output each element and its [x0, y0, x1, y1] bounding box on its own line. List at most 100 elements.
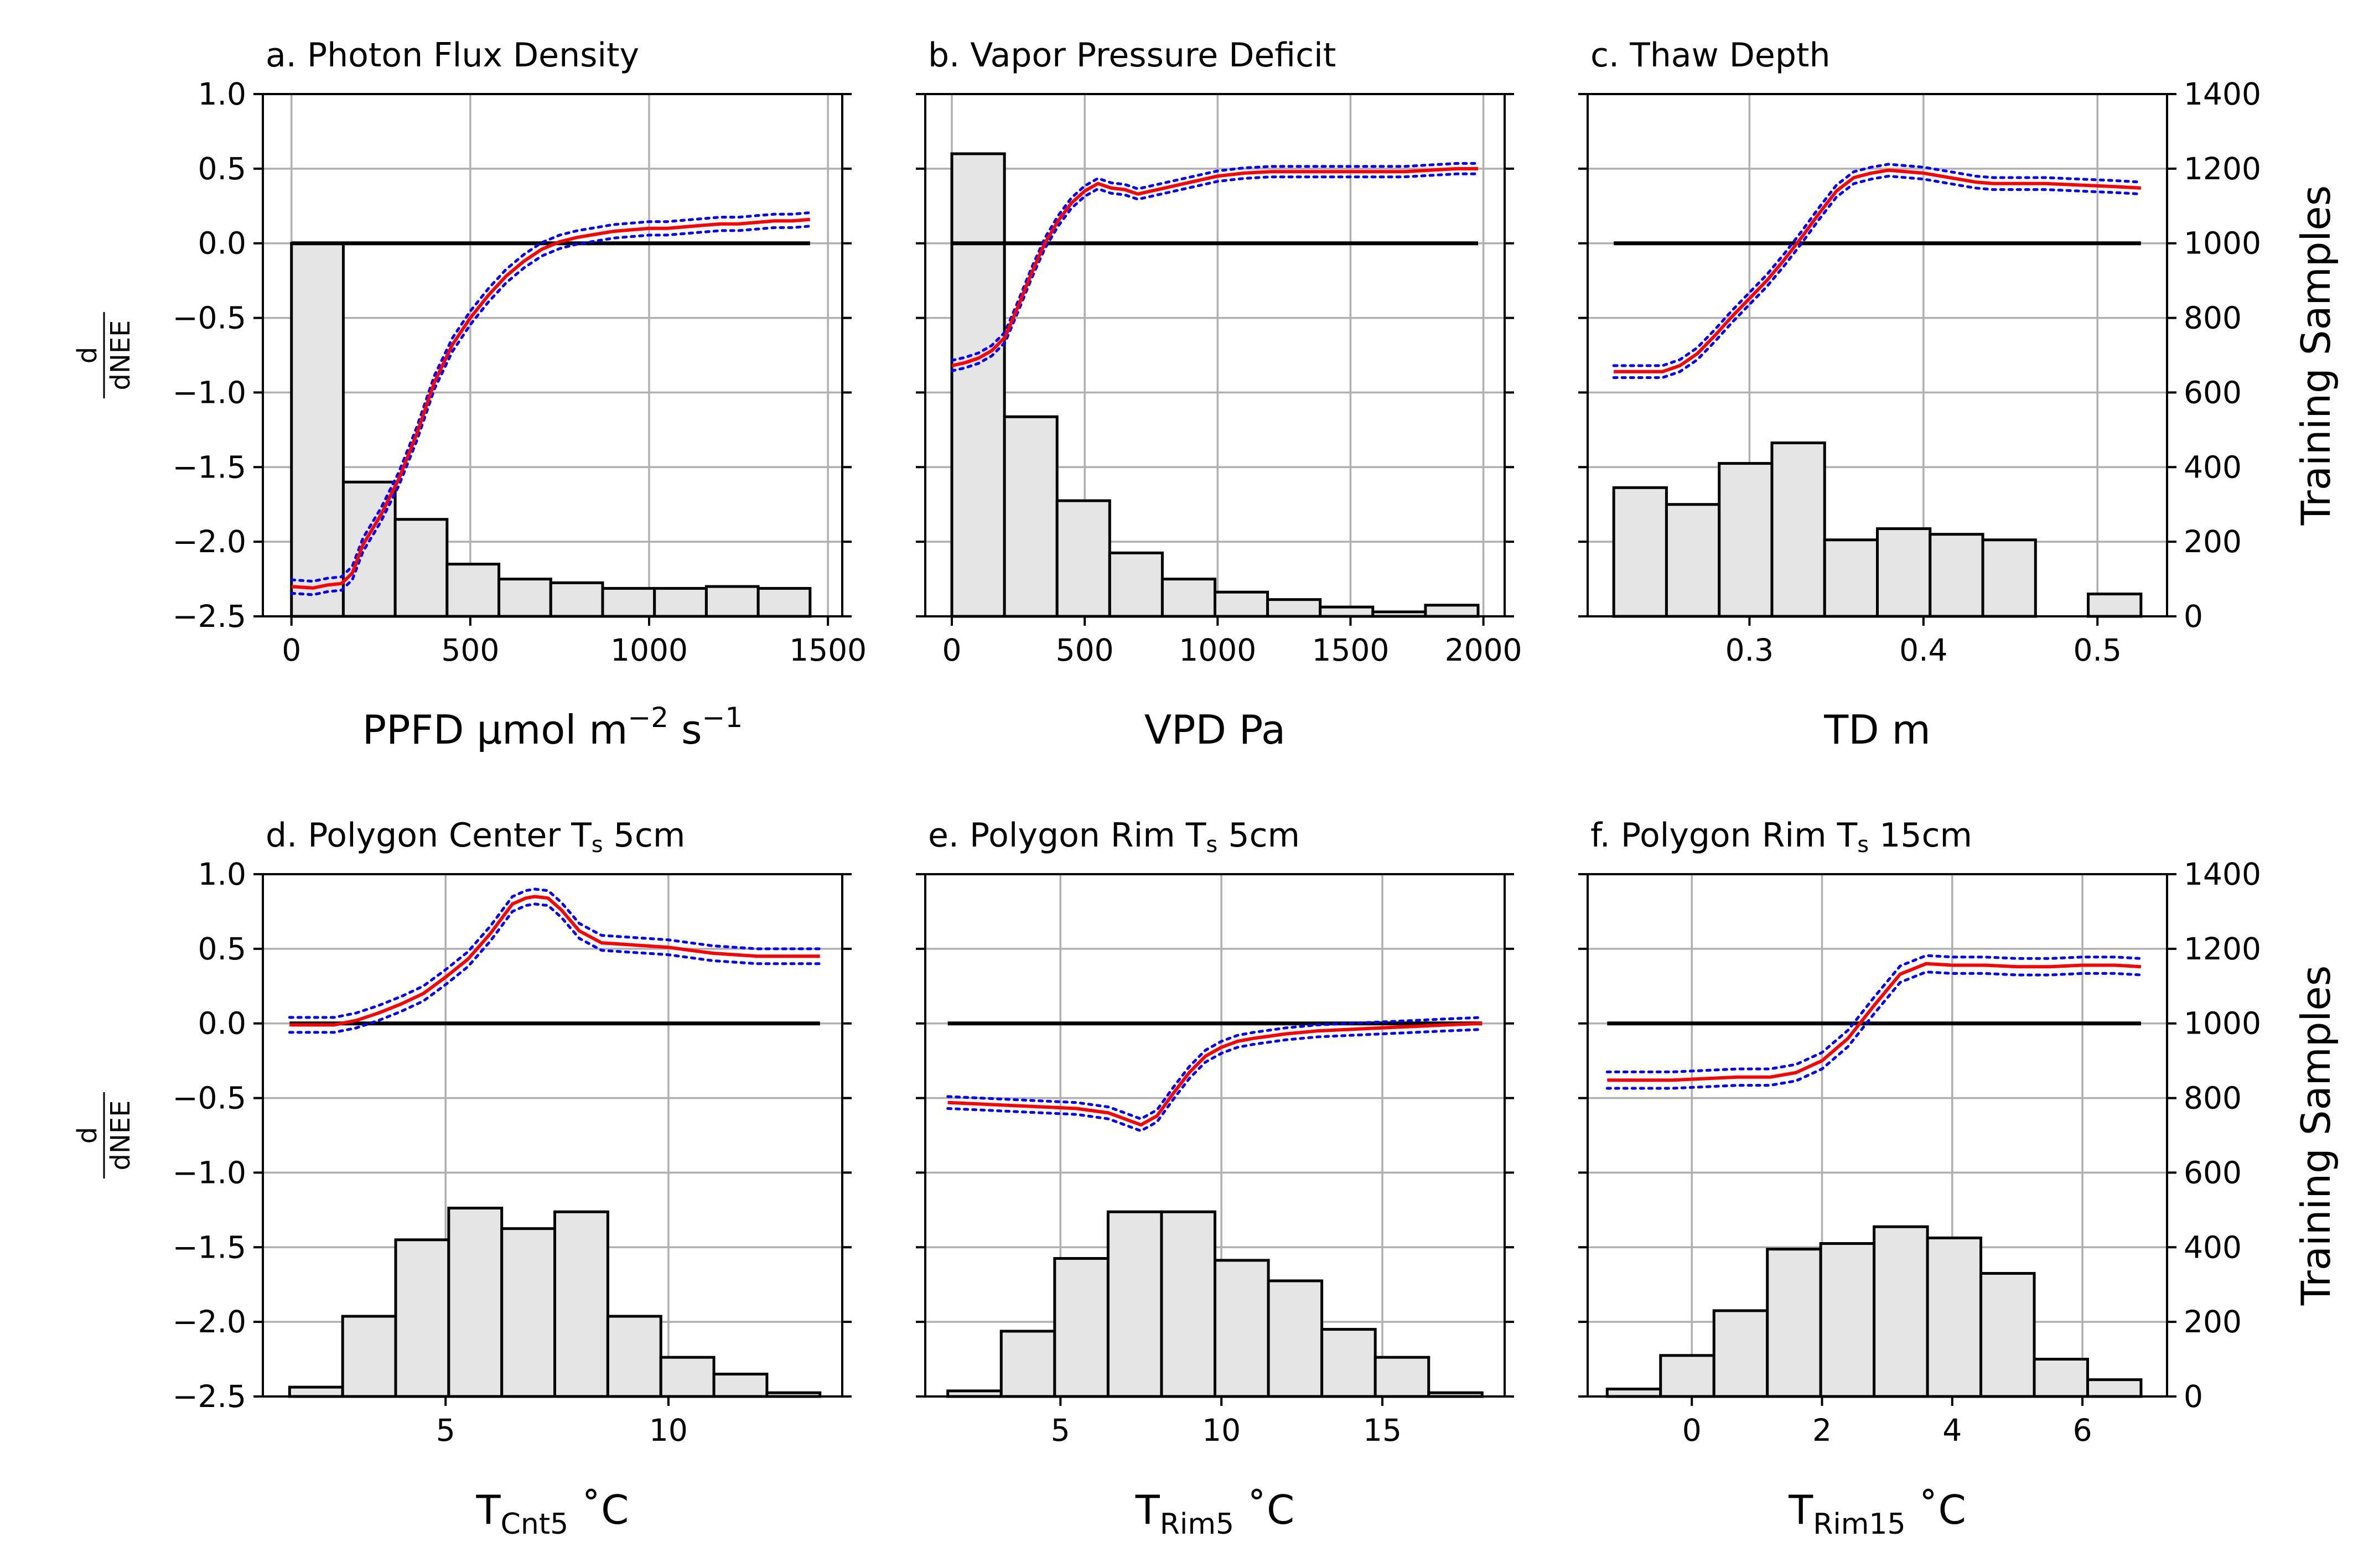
x-axis-label: TRim15 ˚C — [1788, 1487, 1966, 1541]
response-lines — [1605, 954, 2143, 1090]
ci-upper-line — [288, 887, 822, 1019]
histogram — [288, 1206, 822, 1398]
response-lines — [946, 1016, 1484, 1133]
ticks — [1578, 93, 2176, 626]
y-tick-label-right: 1200 — [2184, 931, 2261, 967]
x-tick-label: 1500 — [1312, 632, 1389, 668]
x-tick-label: 0.4 — [1899, 632, 1947, 668]
x-tick-label: 0.5 — [2073, 632, 2121, 668]
y-tick-label-right: 600 — [2184, 375, 2242, 410]
y-tick-label-right: 400 — [2184, 449, 2242, 485]
y-tick-label-left: −1.5 — [172, 449, 246, 485]
y-tick-label-right: 0 — [2184, 1379, 2203, 1414]
ci-upper-line — [946, 1016, 1484, 1121]
histogram-bar — [1876, 527, 1932, 618]
panel-e: 5 10 15 e. Polygon Rim Ts 5cm TRim5 ˚C — [916, 816, 1514, 1541]
histogram-bar — [1160, 1210, 1217, 1398]
histogram-bar — [1766, 1248, 1822, 1398]
histogram-bar — [1053, 1257, 1110, 1398]
x-tick-label: 500 — [1056, 632, 1114, 668]
histogram-bar — [999, 1330, 1056, 1398]
x-tick-label: 1000 — [610, 632, 688, 668]
ci-lower-line — [1612, 174, 2143, 379]
y-label-denominator: dNEE — [105, 320, 136, 390]
y-tick-label-right: 400 — [2184, 1229, 2242, 1265]
y-tick-label-left: −0.5 — [172, 1081, 246, 1116]
y-tick-label-right: 200 — [2184, 1304, 2242, 1339]
ticks — [916, 93, 1514, 626]
x-axis-label: VPD Pa — [1144, 707, 1286, 753]
histogram-bar — [1926, 1236, 1983, 1398]
response-line — [1614, 168, 2141, 373]
y-tick-label-left: 1.0 — [198, 856, 246, 892]
y-tick-label-right: 1400 — [2184, 856, 2261, 892]
y-tick-label-right: 1400 — [2184, 76, 2261, 112]
response-line — [289, 895, 820, 1027]
y-tick-label-right: 600 — [2184, 1155, 2242, 1190]
panel-title: a. Photon Flux Density — [266, 36, 639, 75]
ticks — [1578, 873, 2176, 1406]
histogram-bar — [445, 563, 501, 618]
x-tick-label: 10 — [649, 1413, 688, 1448]
y-tick-label-left: −0.5 — [172, 300, 246, 336]
histogram-bar — [1320, 1328, 1377, 1398]
axes-frame — [262, 93, 843, 617]
y-tick-label-left: 1.0 — [198, 76, 246, 112]
ci-upper-line — [1605, 954, 2143, 1073]
y-tick-label-left: −1.5 — [172, 1229, 246, 1265]
y-tick-label-left: −1.0 — [172, 375, 246, 410]
x-axis-label: PPFD μmol m−2 s−1 — [362, 702, 743, 753]
panel-title: c. Thaw Depth — [1590, 36, 1830, 75]
ci-lower-line — [1605, 970, 2143, 1090]
y-tick-label-right: 1000 — [2184, 1006, 2261, 1041]
ticks — [253, 873, 852, 1406]
histogram-bar — [1374, 1356, 1430, 1398]
x-tick-label: 5 — [1051, 1413, 1070, 1448]
histogram-bar — [497, 578, 552, 618]
axes-frame — [262, 873, 843, 1398]
x-tick-label: 2 — [1812, 1413, 1832, 1448]
x-tick-label: 0 — [282, 632, 301, 668]
histogram-bar — [1319, 605, 1375, 618]
histogram-bar — [1055, 499, 1111, 618]
y-label-numerator: d — [72, 1127, 103, 1144]
axes-frame — [1587, 873, 2168, 1398]
ci-lower-line — [950, 172, 1480, 372]
ci-lower-line — [290, 225, 812, 596]
histogram-bar — [1605, 1388, 1662, 1398]
histogram-bar — [1267, 1279, 1324, 1398]
panel-title: e. Polygon Rim Ts 5cm — [928, 816, 1300, 858]
histogram-bar — [2033, 1358, 2089, 1398]
y-tick-label-right: 800 — [2184, 300, 2242, 336]
histogram-bar — [1718, 462, 1774, 618]
histogram-bar — [1819, 1242, 1876, 1398]
axes-frame — [924, 93, 1506, 617]
response-line — [947, 1021, 1483, 1127]
y-label-denominator: dNEE — [105, 1100, 136, 1170]
histogram-bar — [1424, 604, 1480, 618]
y-axis-label-left: d dNEE — [72, 312, 136, 398]
histogram-bar — [2087, 593, 2143, 618]
y-axis-label-right: Training Samples — [2293, 965, 2339, 1306]
histogram-bar — [1665, 503, 1721, 618]
ci-upper-line — [950, 162, 1480, 362]
y-tick-label-left: 0.0 — [198, 226, 246, 261]
histogram-bar — [1266, 598, 1322, 618]
y-tick-label-left: −2.5 — [172, 1379, 246, 1414]
ci-lower-line — [288, 902, 822, 1034]
x-tick-label: 5 — [436, 1413, 455, 1448]
histogram-bar — [341, 1315, 397, 1398]
histogram-bar — [659, 1356, 716, 1398]
x-tick-label: 10 — [1202, 1413, 1241, 1448]
histogram — [946, 1210, 1484, 1398]
y-tick-label-right: 1200 — [2184, 151, 2261, 186]
histogram-bar — [553, 1210, 609, 1398]
x-tick-label: 0.3 — [1725, 632, 1774, 668]
histogram-bar — [756, 586, 812, 618]
histogram-bar — [394, 1238, 450, 1398]
response-lines — [1612, 163, 2143, 379]
x-tick-label: 1000 — [1179, 632, 1256, 668]
response-lines — [950, 162, 1480, 372]
histogram-bar — [1106, 1210, 1163, 1398]
